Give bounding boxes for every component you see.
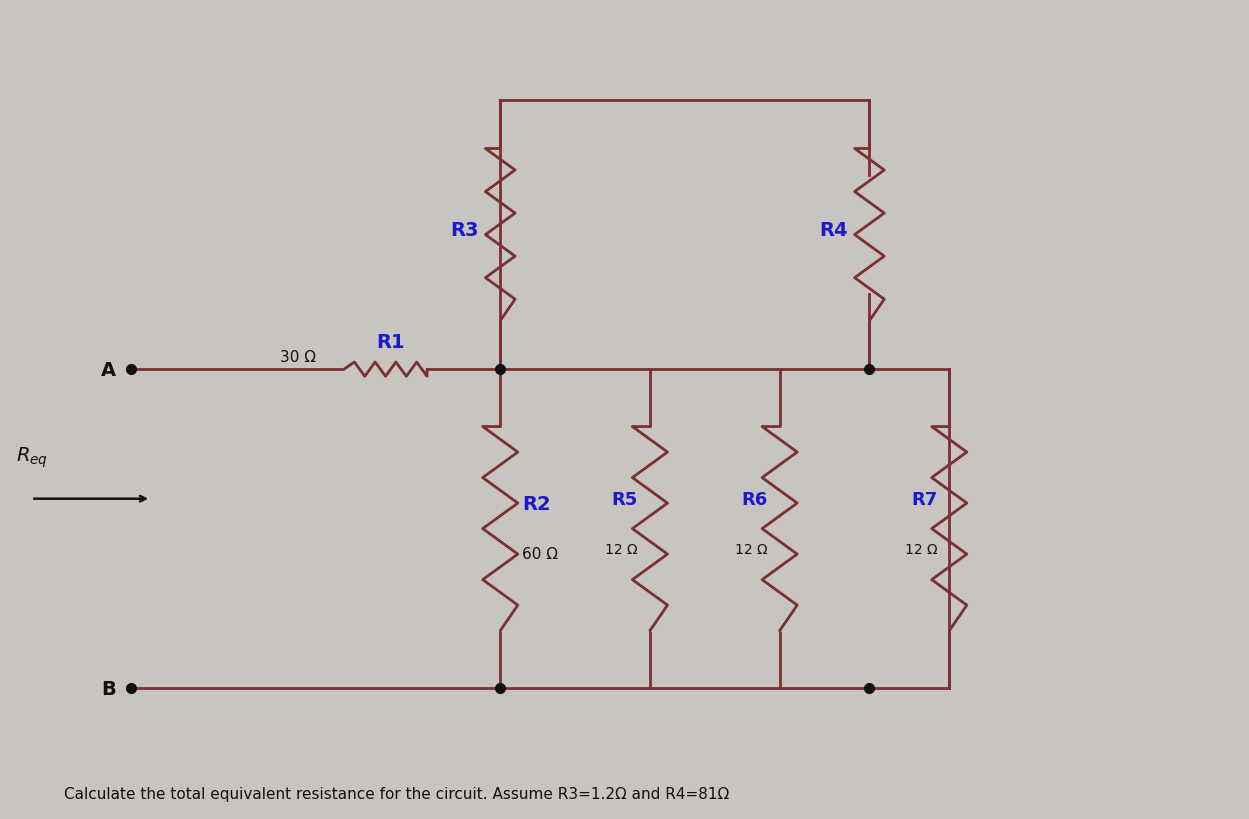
Text: B: B <box>101 679 116 698</box>
Text: R5: R5 <box>612 490 638 508</box>
Text: 12 Ω: 12 Ω <box>904 542 937 556</box>
Text: R7: R7 <box>911 490 937 508</box>
Text: 30 Ω: 30 Ω <box>280 350 316 364</box>
Text: A: A <box>101 360 116 379</box>
Text: R6: R6 <box>742 490 768 508</box>
Text: R1: R1 <box>376 333 405 352</box>
Text: 60 Ω: 60 Ω <box>522 546 558 561</box>
Text: $R_{eq}$: $R_{eq}$ <box>16 445 49 469</box>
Text: R3: R3 <box>450 221 478 240</box>
Text: 12 Ω: 12 Ω <box>736 542 768 556</box>
Text: Calculate the total equivalent resistance for the circuit. Assume R3=1.2Ω and R4: Calculate the total equivalent resistanc… <box>64 786 729 801</box>
Text: R2: R2 <box>522 495 551 514</box>
Text: 12 Ω: 12 Ω <box>606 542 638 556</box>
Text: R4: R4 <box>819 221 848 240</box>
